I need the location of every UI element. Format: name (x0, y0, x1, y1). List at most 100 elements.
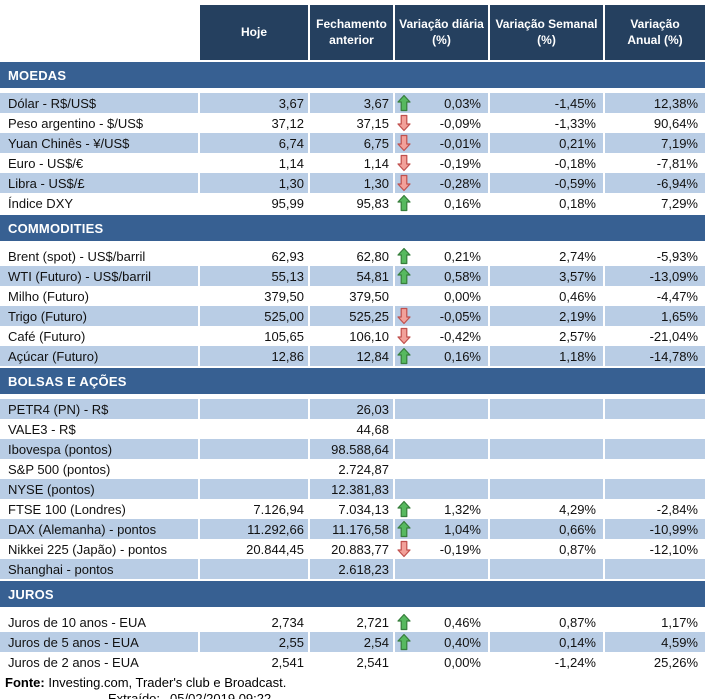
cell-hoje: 55,13 (200, 266, 310, 286)
daily-change-value: 0,16% (444, 195, 481, 211)
cell-hoje (200, 559, 310, 579)
cell-variacao-semanal: 0,46% (559, 288, 596, 304)
cell-variacao-anual: 4,59% (605, 632, 705, 652)
daily-change-value: 0,40% (444, 634, 481, 650)
cell-fechamento-anterior: 44,68 (356, 421, 389, 437)
extracted-line: Extraído: 05/02/2019 09:22 (0, 691, 705, 699)
daily-change-value: -0,01% (439, 135, 481, 151)
daily-change-value: 0,21% (444, 248, 481, 264)
cell-variacao-semanal: 0,21% (490, 133, 605, 153)
cell-variacao-semanal (490, 559, 605, 579)
label: Trigo (Futuro) (0, 306, 200, 326)
cell-fechamento-anterior: 11.176,58 (310, 519, 395, 539)
up-arrow-icon (397, 633, 411, 651)
cell-variacao-diaria: -0,19% (395, 153, 490, 173)
cell-variacao-diaria (395, 479, 490, 499)
table-row-dax-alemanha-pontos: DAX (Alemanha) - pontos 11.292,66 11.176,5… (0, 519, 705, 539)
cell-fechamento-anterior: 2.724,87 (338, 461, 389, 477)
cell-fechamento-anterior: 2,54 (310, 632, 395, 652)
header-spacer (0, 5, 200, 60)
cell-variacao-anual: -10,99% (605, 519, 705, 539)
cell-variacao-semanal (490, 439, 605, 459)
daily-change-value: 0,58% (444, 268, 481, 284)
cell-variacao-semanal: -1,33% (554, 115, 596, 131)
label: PETR4 (PN) - R$ (0, 399, 200, 419)
cell-variacao-diaria: 0,03% (395, 93, 490, 113)
cell-variacao-diaria (395, 419, 490, 439)
cell-variacao-anual: 12,38% (605, 93, 705, 113)
table-row-ibovespa-pontos: Ibovespa (pontos) 98.588,64 (0, 439, 705, 459)
cell-variacao-anual: -12,10% (649, 541, 698, 557)
cell-hoje: 7.126,94 (253, 501, 304, 517)
cell-variacao-semanal: 3,57% (490, 266, 605, 286)
cell-variacao-diaria (395, 439, 490, 459)
table-row-juros-de-5-anos-eua: Juros de 5 anos - EUA 2,55 2,54 0,40% 0,14% 4… (0, 632, 705, 652)
cell-fechamento-anterior: 95,83 (356, 195, 389, 211)
cell-hoje: 2,734 (271, 614, 304, 630)
table-row-nyse-pontos: NYSE (pontos) 12.381,83 (0, 479, 705, 499)
cell-variacao-anual: -6,94% (605, 173, 705, 193)
cell-variacao-diaria: 0,16% (395, 346, 490, 366)
cell-variacao-semanal: 1,18% (490, 346, 605, 366)
cell-variacao-anual: -2,84% (656, 501, 698, 517)
table-header-row: Hoje Fechamento anterior Variação diária… (0, 5, 705, 60)
table-row-peso-argentino-us: Peso argentino - $/US$ 37,12 37,15 -0,09% -1… (0, 113, 705, 133)
table-row-shanghai-pontos: Shanghai - pontos 2.618,23 (0, 559, 705, 579)
cell-variacao-anual: -4,47% (656, 288, 698, 304)
extracted-value: 05/02/2019 09:22 (170, 691, 272, 699)
cell-variacao-semanal (490, 459, 605, 479)
table-row-libra-us: Libra - US$/£ 1,30 1,30 -0,28% -0,59% -6,94% (0, 173, 705, 193)
cell-fechamento-anterior: 1,14 (363, 155, 389, 171)
table-row-s-p-500-pontos: S&P 500 (pontos) 2.724,87 (0, 459, 705, 479)
cell-variacao-diaria: -0,09% (395, 113, 490, 133)
daily-change-value: -0,19% (439, 541, 481, 557)
column-header-variacao-anual: Variação Anual (%) (605, 5, 705, 60)
label: Peso argentino - $/US$ (8, 115, 144, 131)
cell-variacao-semanal: 2,19% (490, 306, 605, 326)
cell-variacao-diaria: -0,01% (395, 133, 490, 153)
down-arrow-icon (397, 114, 411, 132)
footer: Fonte: Investing.com, Trader's club e Br… (0, 672, 705, 699)
table-row-vale3-r: VALE3 - R$ 44,68 (0, 419, 705, 439)
cell-hoje (200, 459, 310, 479)
section-header-moedas: MOEDAS (0, 60, 705, 88)
daily-change-value: -0,42% (439, 328, 481, 344)
daily-change-value: 1,32% (444, 501, 481, 517)
section-header-bolsas-e-a-es: BOLSAS E AÇÕES (0, 366, 705, 394)
cell-variacao-anual: -5,93% (656, 248, 698, 264)
daily-change-value: -0,09% (439, 115, 481, 131)
cell-variacao-anual: 1,65% (605, 306, 705, 326)
down-arrow-icon (397, 307, 411, 325)
cell-variacao-diaria: 0,00% (444, 288, 481, 304)
cell-variacao-anual (605, 419, 705, 439)
cell-hoje: 11.292,66 (200, 519, 310, 539)
cell-variacao-semanal: 0,66% (490, 519, 605, 539)
cell-hoje: 3,67 (200, 93, 310, 113)
cell-fechamento-anterior: 37,15 (356, 115, 389, 131)
cell-hoje: 105,65 (264, 328, 304, 344)
cell-variacao-semanal: 0,18% (559, 195, 596, 211)
label: Índice DXY (8, 195, 74, 211)
cell-variacao-diaria: -0,42% (395, 326, 490, 346)
cell-hoje (200, 479, 310, 499)
cell-variacao-anual (605, 439, 705, 459)
cell-variacao-diaria: 0,16% (395, 193, 490, 213)
label: Euro - US$/€ (8, 155, 84, 171)
up-arrow-icon (397, 520, 411, 538)
daily-change-value: 0,46% (444, 614, 481, 630)
cell-hoje: 12,86 (200, 346, 310, 366)
cell-fechamento-anterior: 2,541 (356, 654, 389, 670)
label: FTSE 100 (Londres) (8, 501, 126, 517)
cell-variacao-diaria: 0,00% (444, 654, 481, 670)
down-arrow-icon (397, 134, 411, 152)
label: Café (Futuro) (8, 328, 86, 344)
cell-fechamento-anterior: 12,84 (310, 346, 395, 366)
cell-variacao-diaria: 1,32% (395, 499, 490, 519)
cell-variacao-semanal: -0,18% (554, 155, 596, 171)
cell-hoje: 525,00 (200, 306, 310, 326)
label: Milho (Futuro) (8, 288, 89, 304)
cell-fechamento-anterior: 98.588,64 (310, 439, 395, 459)
cell-fechamento-anterior: 20.883,77 (331, 541, 389, 557)
cell-hoje (200, 439, 310, 459)
cell-hoje: 1,14 (278, 155, 304, 171)
